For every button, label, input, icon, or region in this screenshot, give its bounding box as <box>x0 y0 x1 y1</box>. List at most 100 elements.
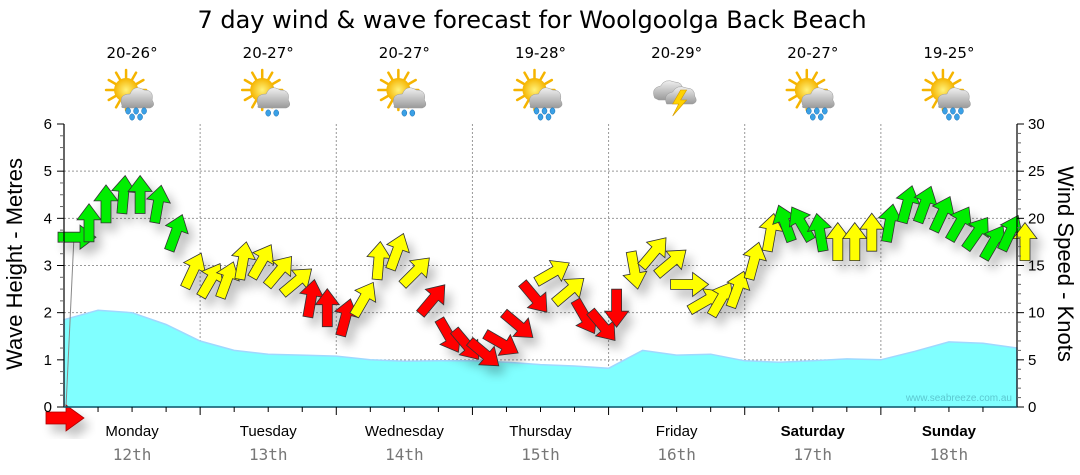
wind-arrow <box>637 237 667 271</box>
day-name: Monday <box>105 423 159 440</box>
day-temperature: 20-26° <box>107 44 158 62</box>
wind-arrow <box>450 326 480 360</box>
wind-arrow <box>788 206 816 243</box>
day-temperature: 20-27° <box>243 44 294 62</box>
wind-arrow <box>145 184 172 225</box>
right-tick-label: 15 <box>1028 258 1045 275</box>
day-date: 15th <box>521 445 560 464</box>
wind-arrow <box>499 308 534 338</box>
left-tick-label: 2 <box>44 305 52 322</box>
wave-height-area <box>63 309 1018 408</box>
wind-arrow <box>653 249 687 279</box>
wind-arrow <box>945 206 972 243</box>
current-indicator-line <box>65 235 75 408</box>
right-tick-label: 5 <box>1028 352 1036 369</box>
wind-arrow <box>398 257 430 289</box>
wind-arrow <box>93 184 119 224</box>
left-tick-label: 1 <box>44 352 52 369</box>
raindrop <box>950 107 956 115</box>
day-temperature: 19-28° <box>515 44 566 62</box>
day-date: 17th <box>794 445 833 464</box>
cloud <box>393 87 427 109</box>
raindrop <box>401 109 408 117</box>
day-name: Thursday <box>509 423 572 440</box>
day-date: 13th <box>249 445 288 464</box>
raindrop <box>810 113 816 121</box>
wind-arrow <box>164 214 189 253</box>
wind-arrow <box>550 277 585 308</box>
raindrop <box>537 113 544 121</box>
wind-arrow <box>858 212 885 252</box>
thunderstorm-icon <box>653 80 697 117</box>
wind-arrow <box>230 241 257 281</box>
wind-arrow <box>262 256 293 290</box>
wind-arrow <box>111 174 137 215</box>
wind-arrow <box>518 279 548 313</box>
raindrop <box>541 107 548 115</box>
wind-arrow <box>349 281 377 319</box>
day-name: Sunday <box>922 423 977 440</box>
raindrop <box>133 107 139 115</box>
left-tick-label: 4 <box>44 210 52 227</box>
wind-arrow <box>76 203 102 243</box>
day-name: Saturday <box>781 423 846 440</box>
cloud <box>256 87 291 109</box>
sun-cloud-rain-icon <box>104 68 154 121</box>
right-tick-label: 10 <box>1028 305 1045 322</box>
sun-cloud-rain-icon <box>785 68 835 121</box>
raindrop <box>818 113 824 121</box>
wind-arrow <box>841 221 868 262</box>
wind-arrow <box>533 260 570 287</box>
day-date: 14th <box>385 445 424 464</box>
raindrop <box>137 113 143 121</box>
lightning-bolt <box>672 89 688 117</box>
left-tick-label: 6 <box>44 116 52 133</box>
wind-arrow <box>725 270 751 310</box>
day-date: 18th <box>930 445 969 464</box>
watermark: www.seabreeze.com.au <box>905 393 1012 404</box>
day-name: Friday <box>656 423 698 440</box>
raindrop <box>125 107 131 115</box>
raindrop <box>129 113 135 121</box>
left-tick-label: 3 <box>44 258 52 275</box>
raindrop <box>545 113 552 121</box>
raindrop <box>958 107 964 115</box>
wind-arrow <box>247 244 275 281</box>
wind-arrow <box>603 288 630 328</box>
day-temperature: 20-27° <box>379 44 430 62</box>
wind-arrow <box>622 250 648 290</box>
current-wind-direction-arrow <box>45 404 85 432</box>
cloud <box>120 87 154 109</box>
right-tick-label: 30 <box>1028 116 1045 133</box>
wind-arrow <box>127 174 153 214</box>
wind-arrow <box>895 185 921 225</box>
wind-arrow <box>670 271 710 298</box>
raindrop <box>141 107 147 115</box>
left-axis-label: Wave Height - Metres <box>2 158 27 370</box>
wind-arrow <box>482 329 519 356</box>
day-name: Wednesday <box>365 423 444 440</box>
raindrop <box>265 109 271 117</box>
cloud <box>801 87 835 109</box>
raindrop <box>806 107 812 115</box>
wind-arrow <box>416 284 446 318</box>
right-tick-label: 0 <box>1028 399 1036 416</box>
sun-cloud-showers-icon <box>377 68 427 117</box>
raindrop <box>946 113 952 121</box>
wind-arrow <box>742 241 768 281</box>
raindrop <box>942 107 948 115</box>
day-temperature: 19-25° <box>923 44 974 62</box>
day-date: 16th <box>657 445 696 464</box>
chart-title: 7 day wind & wave forecast for Woolgoolg… <box>197 6 866 34</box>
day-name: Tuesday <box>240 423 297 440</box>
sun-cloud-rain-icon <box>921 68 971 121</box>
left-tick-label: 0 <box>44 399 52 416</box>
wind-arrow <box>314 288 341 328</box>
sun-cloud-rain-icon <box>513 68 563 121</box>
sun-cloud-showers-icon <box>240 68 291 117</box>
left-tick-label: 5 <box>44 163 52 180</box>
wind-arrow <box>961 216 989 253</box>
wind-arrow <box>806 212 833 253</box>
raindrop <box>954 113 960 121</box>
